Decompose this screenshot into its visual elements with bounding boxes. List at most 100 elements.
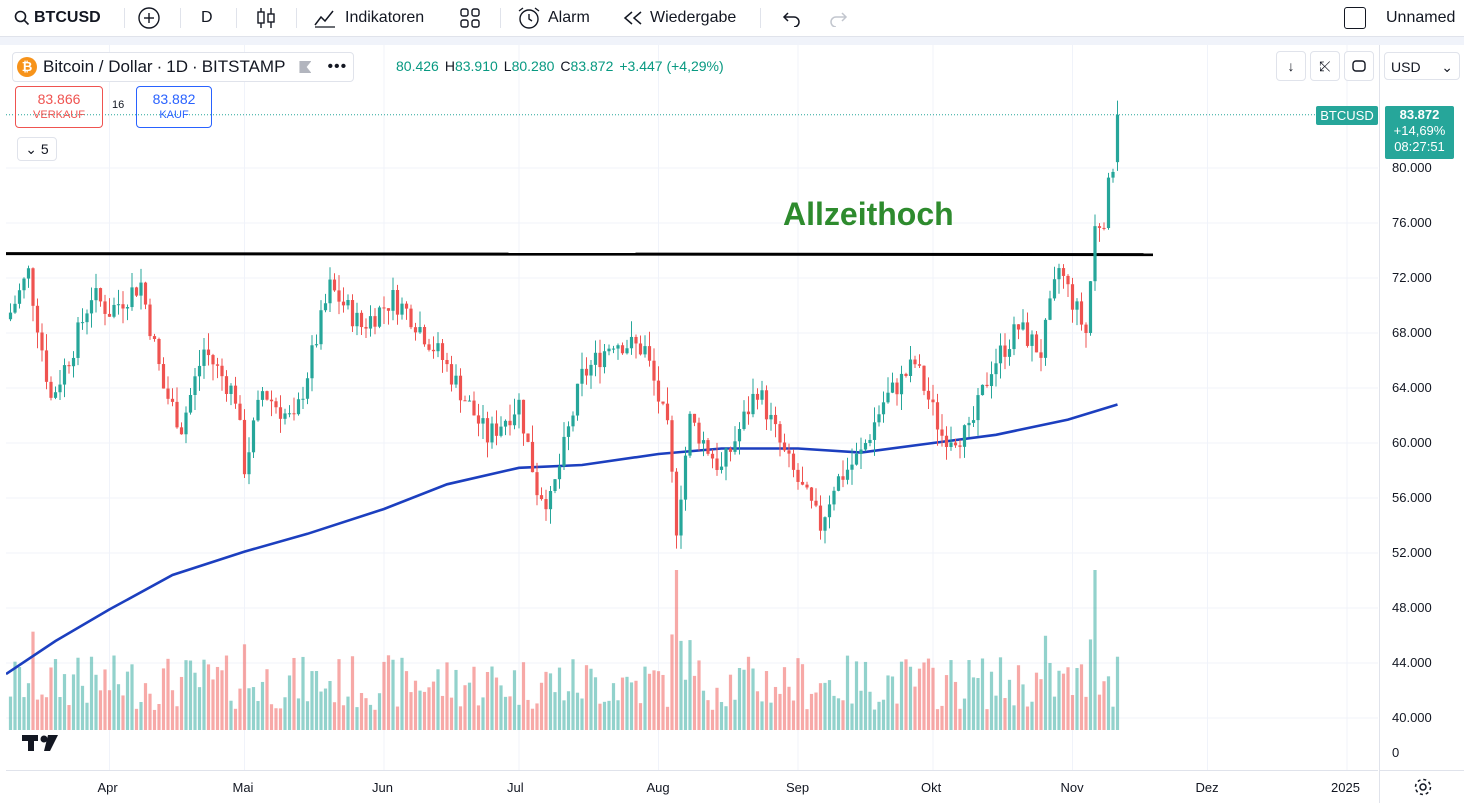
- candle-body[interactable]: [76, 322, 80, 358]
- candle-body[interactable]: [706, 440, 710, 454]
- candle-body[interactable]: [791, 453, 796, 470]
- annotation-text[interactable]: Allzeithoch: [783, 196, 954, 232]
- candle-body[interactable]: [782, 442, 787, 451]
- candle-body[interactable]: [409, 308, 413, 328]
- candle-body[interactable]: [53, 392, 58, 398]
- currency-select[interactable]: USD ⌄: [1384, 52, 1460, 80]
- candle-body[interactable]: [836, 476, 841, 491]
- candle-body[interactable]: [364, 327, 368, 329]
- candle-body[interactable]: [368, 316, 373, 329]
- candle-body[interactable]: [377, 307, 382, 327]
- candle-body[interactable]: [1075, 301, 1079, 310]
- candle-body[interactable]: [940, 429, 944, 436]
- candle-body[interactable]: [1012, 324, 1016, 350]
- candle-body[interactable]: [170, 398, 175, 402]
- candle-body[interactable]: [917, 364, 922, 366]
- candle-body[interactable]: [58, 384, 62, 393]
- candle-body[interactable]: [665, 403, 670, 421]
- candle-body[interactable]: [481, 418, 485, 424]
- candle-body[interactable]: [517, 399, 521, 415]
- candle-body[interactable]: [1048, 298, 1052, 320]
- candle-body[interactable]: [566, 426, 571, 437]
- candle-body[interactable]: [908, 359, 913, 376]
- candle-body[interactable]: [269, 399, 274, 402]
- candle-body[interactable]: [697, 422, 701, 444]
- candle-body[interactable]: [661, 401, 665, 404]
- candle-body[interactable]: [103, 301, 107, 314]
- candle-body[interactable]: [557, 466, 562, 480]
- candle-body[interactable]: [1106, 177, 1111, 229]
- candle-body[interactable]: [472, 400, 476, 416]
- candle-body[interactable]: [206, 349, 211, 356]
- candle-body[interactable]: [247, 452, 251, 475]
- candle-body[interactable]: [224, 376, 229, 394]
- candle-body[interactable]: [976, 395, 980, 421]
- candle-body[interactable]: [607, 348, 611, 352]
- candle-body[interactable]: [751, 393, 755, 415]
- candle-body[interactable]: [1039, 352, 1043, 358]
- candle-body[interactable]: [463, 400, 467, 402]
- candle-body[interactable]: [971, 420, 976, 423]
- candle-body[interactable]: [1052, 279, 1057, 299]
- candle-body[interactable]: [283, 413, 287, 419]
- undo-button[interactable]: [780, 0, 802, 36]
- candle-body[interactable]: [958, 445, 962, 447]
- candle-body[interactable]: [71, 357, 76, 367]
- candle-body[interactable]: [679, 499, 683, 536]
- compare-button[interactable]: [137, 0, 161, 36]
- candle-body[interactable]: [148, 304, 152, 337]
- candle-body[interactable]: [769, 414, 773, 420]
- candle-body[interactable]: [611, 348, 616, 350]
- candle-body[interactable]: [656, 380, 661, 402]
- candle-body[interactable]: [922, 365, 926, 391]
- candle-body[interactable]: [476, 415, 481, 424]
- candle-body[interactable]: [251, 420, 256, 453]
- candle-body[interactable]: [620, 345, 625, 354]
- candle-body[interactable]: [44, 350, 49, 382]
- candle-body[interactable]: [431, 349, 436, 352]
- candle-body[interactable]: [899, 373, 904, 395]
- chart-type-button[interactable]: [255, 0, 277, 36]
- candle-body[interactable]: [292, 413, 296, 415]
- candle-body[interactable]: [418, 327, 422, 333]
- candle-body[interactable]: [773, 414, 778, 425]
- candle-body[interactable]: [490, 423, 494, 443]
- candle-body[interactable]: [80, 322, 85, 324]
- candle-body[interactable]: [652, 360, 656, 381]
- candle-body[interactable]: [499, 426, 503, 436]
- time-axis[interactable]: [6, 770, 1378, 803]
- indicators-button[interactable]: Indikatoren: [313, 0, 424, 36]
- candle-body[interactable]: [760, 390, 764, 400]
- candle-body[interactable]: [328, 279, 332, 304]
- candle-body[interactable]: [107, 313, 112, 317]
- candle-body[interactable]: [445, 359, 449, 365]
- candle-body[interactable]: [571, 415, 575, 427]
- candle-body[interactable]: [305, 378, 310, 399]
- candle-body[interactable]: [985, 384, 989, 387]
- candle-body[interactable]: [202, 349, 206, 366]
- interval-button[interactable]: D: [201, 0, 213, 36]
- candle-body[interactable]: [994, 363, 998, 375]
- candle-body[interactable]: [355, 312, 359, 327]
- candle-body[interactable]: [1007, 349, 1012, 357]
- candle-body[interactable]: [926, 390, 931, 400]
- candle-body[interactable]: [350, 300, 355, 327]
- candle-body[interactable]: [800, 481, 805, 485]
- candle-body[interactable]: [728, 448, 733, 452]
- candle-body[interactable]: [17, 290, 22, 304]
- candle-body[interactable]: [539, 495, 544, 500]
- candle-body[interactable]: [373, 316, 377, 327]
- candle-body[interactable]: [175, 401, 179, 428]
- candle-body[interactable]: [197, 365, 202, 377]
- candle-body[interactable]: [13, 303, 17, 313]
- candle-body[interactable]: [436, 343, 440, 352]
- candle-body[interactable]: [220, 365, 224, 377]
- candle-body[interactable]: [629, 336, 634, 349]
- candle-body[interactable]: [553, 479, 557, 492]
- fullscreen-button[interactable]: ⤪: [1310, 51, 1340, 81]
- candle-body[interactable]: [859, 449, 863, 454]
- alert-button[interactable]: Alarm: [516, 0, 590, 36]
- candle-body[interactable]: [1061, 268, 1066, 276]
- candle-body[interactable]: [184, 412, 188, 435]
- candle-body[interactable]: [215, 364, 220, 366]
